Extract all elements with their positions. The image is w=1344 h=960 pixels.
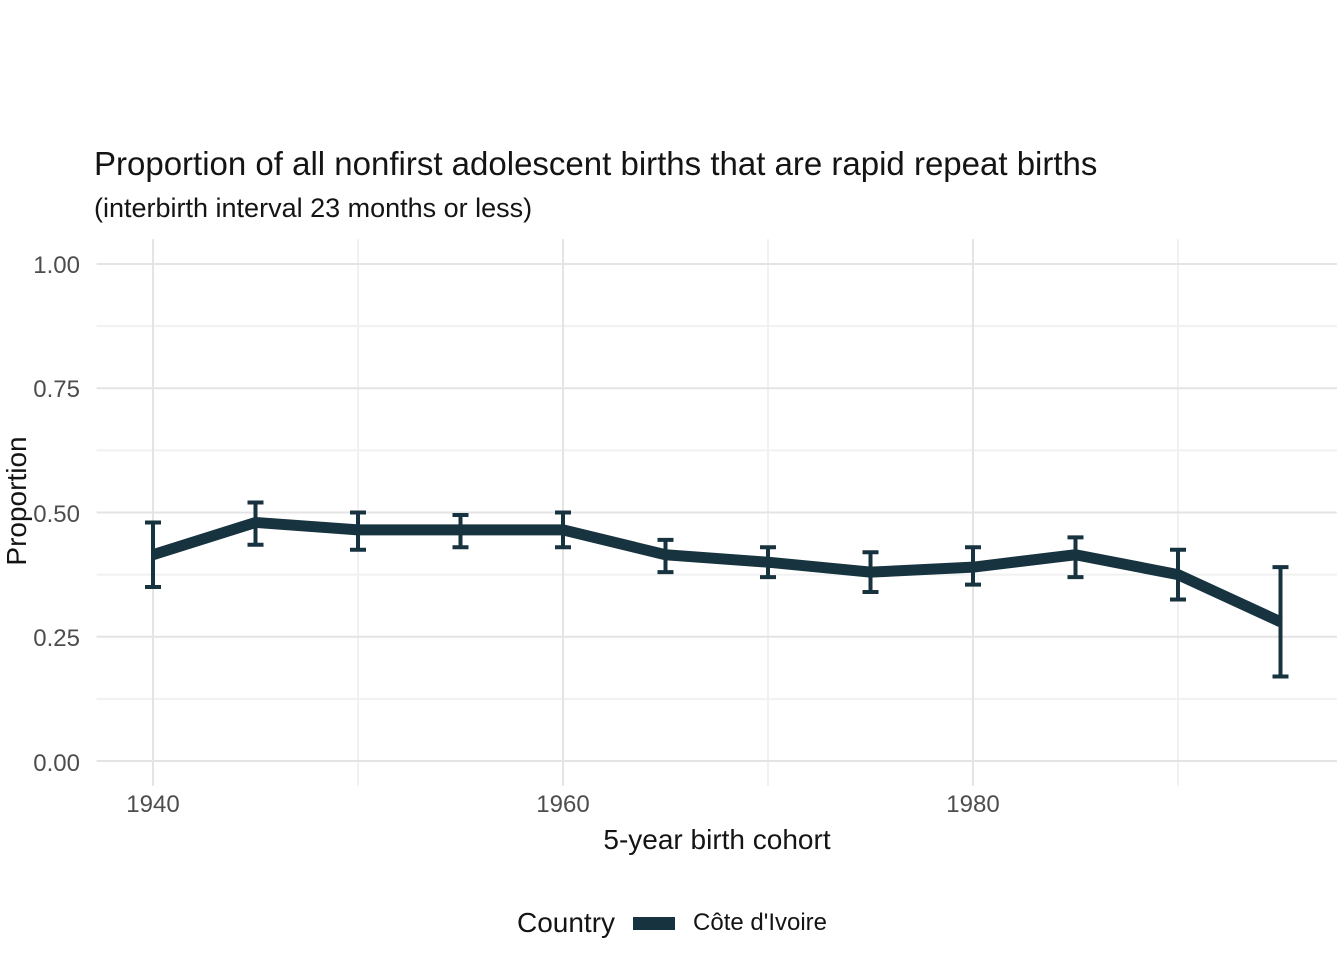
y-tick-label: 0.00 — [33, 750, 80, 777]
error-bar — [247, 500, 264, 547]
error-bar — [862, 550, 879, 595]
y-tick-label: 0.25 — [33, 625, 80, 652]
x-tick-label: 1980 — [946, 791, 1000, 818]
error-bar — [555, 510, 571, 550]
error-bar — [1067, 535, 1084, 580]
y-tick-label: 1.00 — [33, 252, 80, 279]
legend-swatch — [633, 916, 676, 930]
y-tick-label: 0.75 — [33, 376, 80, 403]
error-bar — [965, 545, 981, 587]
error-bar — [1170, 547, 1186, 602]
chart-title: Proportion of all nonfirst adolescent bi… — [94, 145, 1098, 182]
series-line — [151, 516, 1283, 627]
legend-title: Country — [516, 907, 616, 938]
error-bar — [760, 545, 776, 580]
error-bar — [452, 512, 469, 550]
error-bar — [145, 520, 161, 590]
x-tick-label: 1960 — [536, 791, 590, 818]
error-bar — [350, 510, 366, 552]
y-axis-title: Proportion — [1, 436, 32, 566]
y-tick-label: 0.50 — [33, 501, 80, 528]
legend: Country Côte d'Ivoire — [0, 901, 1344, 945]
legend-series-label: Côte d'Ivoire — [693, 909, 828, 936]
chart-subtitle: (interbirth interval 23 months or less) — [94, 193, 533, 223]
x-axis-title: 5-year birth cohort — [603, 824, 831, 855]
error-bar — [1272, 565, 1289, 679]
error-bar — [657, 537, 674, 575]
x-tick-label: 1940 — [126, 791, 180, 818]
